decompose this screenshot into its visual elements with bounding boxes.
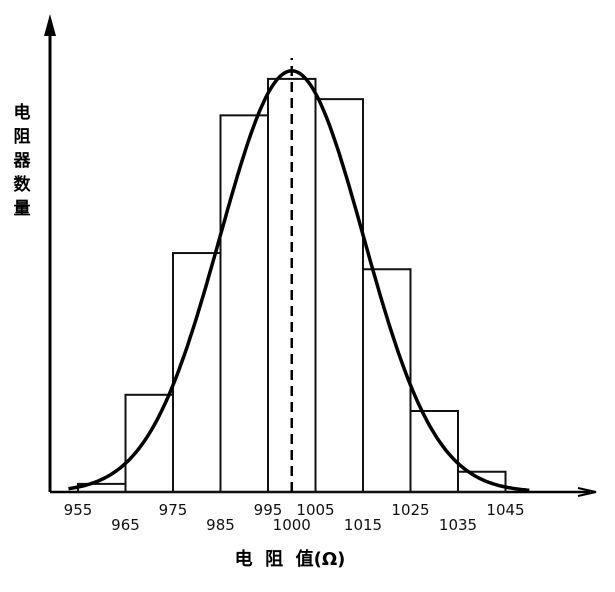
histogram-bar: [362, 268, 412, 493]
y-axis-label-char: 数: [14, 174, 32, 195]
y-axis-arrow: [44, 14, 56, 36]
histogram-bar: [172, 252, 222, 493]
x-tick-label: 975: [159, 501, 188, 519]
x-tick-label: 965: [111, 516, 140, 534]
x-tick-label: 955: [64, 501, 93, 519]
x-tick-label: 1000: [273, 516, 311, 534]
histogram-bar: [219, 114, 269, 493]
x-tick-label: 985: [206, 516, 235, 534]
x-axis-arrow: [577, 487, 597, 497]
histogram-bar: [267, 77, 317, 494]
x-tick-label: 1035: [439, 516, 477, 534]
x-tick-label: 1005: [296, 501, 334, 519]
y-axis-label-char: 电: [14, 102, 31, 123]
y-axis-label-char: 量: [14, 198, 31, 219]
x-tick-label: 995: [254, 501, 283, 519]
x-tick-label: 1045: [486, 501, 524, 519]
histogram-bars: [77, 77, 507, 494]
y-axis-label-char: 器: [13, 151, 32, 171]
x-tick-label: 1015: [344, 516, 382, 534]
x-axis-label: 电 阻 值(Ω): [235, 548, 346, 570]
histogram-bar: [409, 410, 459, 493]
y-axis-label-char: 阻: [14, 127, 31, 147]
histogram-bar: [124, 393, 174, 493]
axes: [44, 14, 597, 497]
distribution-curve: [68, 58, 530, 493]
x-axis-label-text: 电 阻 值(Ω): [235, 548, 346, 570]
normal-curve: [68, 69, 530, 493]
histogram-bar: [457, 470, 507, 493]
x-tick-label: 1025: [391, 501, 429, 519]
